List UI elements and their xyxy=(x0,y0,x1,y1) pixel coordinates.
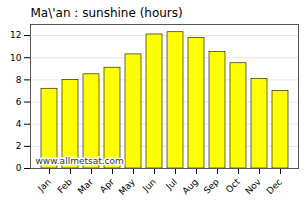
svg-text:www.allmetsat.com: www.allmetsat.com xyxy=(36,156,124,166)
svg-text:Jun: Jun xyxy=(140,177,158,195)
svg-text:Oct: Oct xyxy=(224,176,242,194)
svg-text:Jul: Jul xyxy=(163,177,178,192)
svg-text:May: May xyxy=(117,176,138,197)
svg-text:Dec: Dec xyxy=(265,177,284,196)
svg-text:Nov: Nov xyxy=(243,176,263,196)
svg-text:Aug: Aug xyxy=(180,177,200,197)
svg-text:Jan: Jan xyxy=(35,177,53,195)
svg-text:10: 10 xyxy=(10,53,22,63)
svg-text:0: 0 xyxy=(16,163,22,173)
svg-text:Sep: Sep xyxy=(202,177,221,196)
svg-text:Ma\'an : sunshine (hours): Ma\'an : sunshine (hours) xyxy=(31,6,183,20)
svg-text:Feb: Feb xyxy=(56,177,75,196)
svg-text:Mar: Mar xyxy=(76,176,95,195)
svg-text:2: 2 xyxy=(16,141,22,151)
svg-text:6: 6 xyxy=(16,97,22,107)
svg-text:12: 12 xyxy=(10,30,21,40)
svg-text:4: 4 xyxy=(16,119,22,129)
svg-text:Apr: Apr xyxy=(98,177,116,195)
svg-text:8: 8 xyxy=(16,75,22,85)
